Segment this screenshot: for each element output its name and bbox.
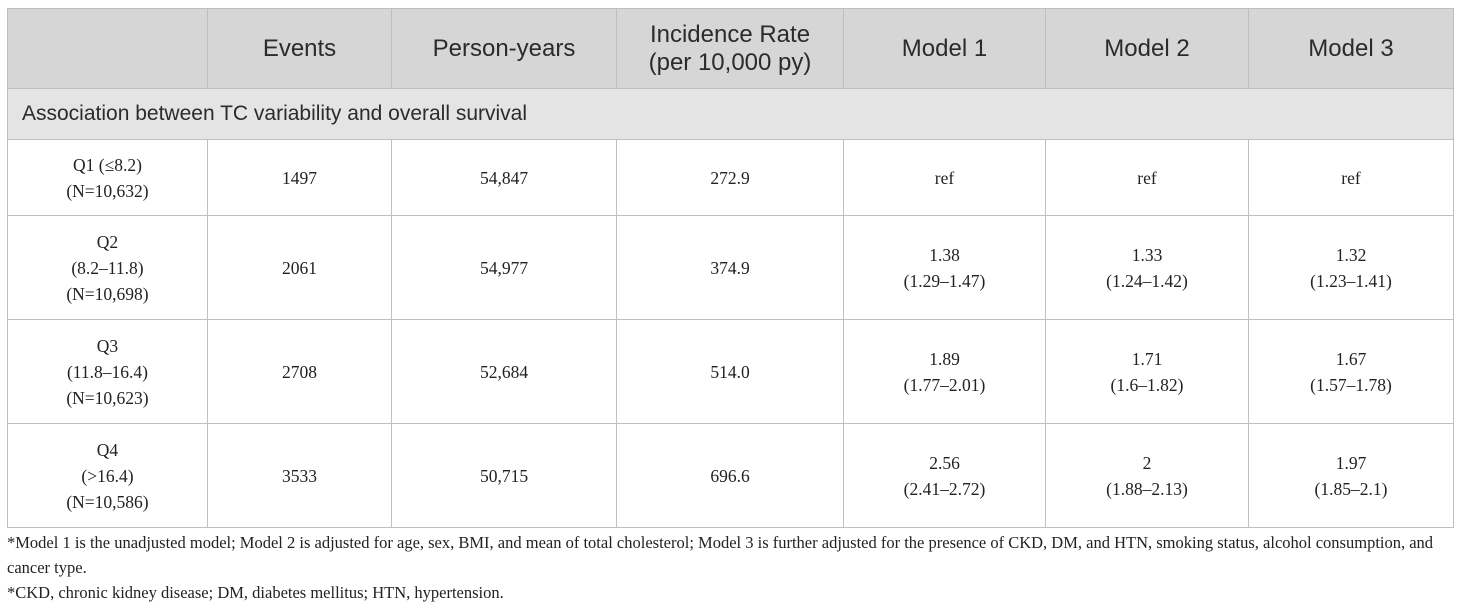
row-label: Q1 (≤8.2) (N=10,632) bbox=[7, 139, 208, 216]
model1-ci: (1.77–2.01) bbox=[903, 374, 986, 395]
incidence-rate-cell: 696.6 bbox=[616, 423, 844, 528]
model1-value: 1.89 bbox=[929, 348, 960, 369]
row-label-line: (N=10,698) bbox=[66, 283, 149, 304]
model1-cell: ref bbox=[843, 139, 1046, 216]
person-years-cell: 54,847 bbox=[391, 139, 617, 216]
model3-value: 1.32 bbox=[1335, 244, 1367, 265]
row-label-line: Q2 bbox=[96, 231, 119, 252]
section-title: Association between TC variability and o… bbox=[7, 88, 1454, 140]
table-row: Q3 (11.8–16.4) (N=10,623) 2708 52,684 51… bbox=[7, 319, 1454, 424]
events-cell: 1497 bbox=[207, 139, 392, 216]
person-years-cell: 54,977 bbox=[391, 215, 617, 320]
row-label: Q3 (11.8–16.4) (N=10,623) bbox=[7, 319, 208, 424]
model2-value: 2 bbox=[1142, 452, 1152, 473]
row-label-line: (N=10,623) bbox=[66, 387, 149, 408]
header-person-years: Person-years bbox=[391, 8, 617, 89]
footnotes: *Model 1 is the unadjusted model; Model … bbox=[7, 530, 1453, 605]
person-years-cell: 50,715 bbox=[391, 423, 617, 528]
row-label: Q2 (8.2–11.8) (N=10,698) bbox=[7, 215, 208, 320]
model2-ci: (1.6–1.82) bbox=[1110, 374, 1184, 395]
model2-cell: 1.33 (1.24–1.42) bbox=[1045, 215, 1249, 320]
model3-value: 1.97 bbox=[1335, 452, 1367, 473]
model3-value: 1.67 bbox=[1335, 348, 1367, 369]
model3-cell: ref bbox=[1248, 139, 1454, 216]
header-incidence-rate-line2: (per 10,000 py) bbox=[648, 48, 812, 76]
incidence-rate-cell: 272.9 bbox=[616, 139, 844, 216]
row-label-line: (N=10,632) bbox=[66, 180, 149, 201]
header-events: Events bbox=[207, 8, 392, 89]
model1-cell: 1.38 (1.29–1.47) bbox=[843, 215, 1046, 320]
model1-cell: 2.56 (2.41–2.72) bbox=[843, 423, 1046, 528]
header-model-2: Model 2 bbox=[1045, 8, 1249, 89]
header-model-3: Model 3 bbox=[1248, 8, 1454, 89]
results-table-container: Events Person-years Incidence Rate (per … bbox=[7, 8, 1454, 528]
model1-ci: (1.29–1.47) bbox=[903, 270, 986, 291]
model1-ci: (2.41–2.72) bbox=[903, 478, 986, 499]
events-cell: 2061 bbox=[207, 215, 392, 320]
model2-ci: (1.24–1.42) bbox=[1106, 270, 1188, 291]
row-label-line: Q1 (≤8.2) bbox=[73, 154, 142, 175]
model3-value: ref bbox=[1341, 167, 1361, 188]
model2-cell: ref bbox=[1045, 139, 1249, 216]
model3-cell: 1.97 (1.85–2.1) bbox=[1248, 423, 1454, 528]
results-table: Events Person-years Incidence Rate (per … bbox=[7, 8, 1454, 528]
events-cell: 3533 bbox=[207, 423, 392, 528]
footnote-abbreviations: *CKD, chronic kidney disease; DM, diabet… bbox=[7, 583, 504, 602]
incidence-rate-cell: 374.9 bbox=[616, 215, 844, 320]
section-row: Association between TC variability and o… bbox=[7, 88, 1454, 140]
model2-value: 1.33 bbox=[1131, 244, 1163, 265]
header-row: Events Person-years Incidence Rate (per … bbox=[7, 8, 1454, 89]
model2-cell: 2 (1.88–2.13) bbox=[1045, 423, 1249, 528]
model1-value: 1.38 bbox=[929, 244, 960, 265]
row-label-line: (11.8–16.4) bbox=[66, 361, 148, 382]
header-incidence-rate: Incidence Rate (per 10,000 py) bbox=[616, 8, 844, 89]
row-label-line: Q3 bbox=[96, 335, 119, 356]
footnote-models: *Model 1 is the unadjusted model; Model … bbox=[7, 533, 1434, 577]
row-label-line: Q4 bbox=[96, 439, 119, 460]
header-incidence-rate-line1: Incidence Rate bbox=[649, 20, 811, 48]
header-model-1: Model 1 bbox=[843, 8, 1046, 89]
model2-ci: (1.88–2.13) bbox=[1106, 478, 1188, 499]
row-label-line: (>16.4) bbox=[81, 465, 134, 486]
model1-value: 2.56 bbox=[929, 452, 960, 473]
model2-value: ref bbox=[1137, 167, 1157, 188]
model3-ci: (1.57–1.78) bbox=[1310, 374, 1392, 395]
model3-cell: 1.32 (1.23–1.41) bbox=[1248, 215, 1454, 320]
table-row: Q1 (≤8.2) (N=10,632) 1497 54,847 272.9 r… bbox=[7, 139, 1454, 216]
person-years-cell: 52,684 bbox=[391, 319, 617, 424]
row-label-line: (N=10,586) bbox=[66, 491, 149, 512]
table-row: Q2 (8.2–11.8) (N=10,698) 2061 54,977 374… bbox=[7, 215, 1454, 320]
model2-cell: 1.71 (1.6–1.82) bbox=[1045, 319, 1249, 424]
events-cell: 2708 bbox=[207, 319, 392, 424]
header-blank bbox=[7, 8, 208, 89]
table-row: Q4 (>16.4) (N=10,586) 3533 50,715 696.6 … bbox=[7, 423, 1454, 528]
model1-value: ref bbox=[934, 167, 955, 188]
model1-cell: 1.89 (1.77–2.01) bbox=[843, 319, 1046, 424]
model3-cell: 1.67 (1.57–1.78) bbox=[1248, 319, 1454, 424]
row-label: Q4 (>16.4) (N=10,586) bbox=[7, 423, 208, 528]
model3-ci: (1.23–1.41) bbox=[1310, 270, 1392, 291]
row-label-line: (8.2–11.8) bbox=[71, 257, 144, 278]
model3-ci: (1.85–2.1) bbox=[1314, 478, 1388, 499]
model2-value: 1.71 bbox=[1131, 348, 1163, 369]
incidence-rate-cell: 514.0 bbox=[616, 319, 844, 424]
